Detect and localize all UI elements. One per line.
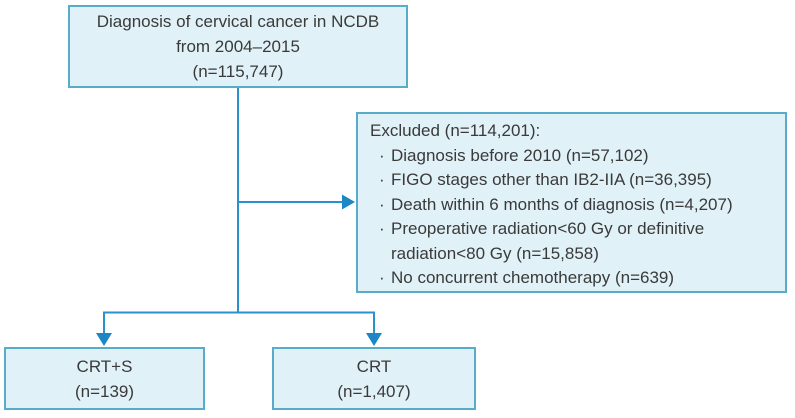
arrow-down-icon [366, 333, 382, 346]
excluded-item-text: Diagnosis before 2010 (n=57,102) [391, 145, 649, 165]
excluded-item: · Diagnosis before 2010 (n=57,102) [370, 144, 775, 169]
crt-box: CRT (n=1,407) [272, 347, 476, 410]
excluded-item: · No concurrent chemotherapy (n=639) [370, 266, 775, 291]
bullet-icon: · [379, 194, 385, 214]
bullet-icon: · [379, 219, 385, 238]
arrow-right-icon [342, 194, 355, 210]
arrow-down-icon [96, 333, 112, 346]
excluded-box: Excluded (n=114,201): · Diagnosis before… [356, 112, 787, 293]
bullet-icon: · [379, 145, 385, 165]
diagnosis-box-count: (n=115,747) [192, 62, 284, 81]
excluded-item-text: Death within 6 months of diagnosis (n=4,… [391, 194, 733, 214]
crt-box-label: CRT [356, 356, 392, 376]
excluded-list: · Diagnosis before 2010 (n=57,102) · FIG… [370, 144, 775, 291]
bullet-icon: · [379, 268, 385, 287]
excluded-item-text: No concurrent chemotherapy (n=639) [391, 268, 675, 287]
bullet-icon: · [379, 170, 385, 189]
excluded-item: · Death within 6 months of diagnosis (n=… [370, 193, 775, 218]
excluded-item-text: Preoperative radiation<60 Gy or definiti… [391, 219, 705, 263]
excluded-title: Excluded (n=114,201): [370, 121, 541, 140]
diagnosis-box: Diagnosis of cervical cancer in NCDB fro… [68, 5, 408, 88]
diagnosis-box-line1: Diagnosis of cervical cancer in NCDB [96, 12, 380, 31]
excluded-item: · FIGO stages other than IB2-IIA (n=36,3… [370, 168, 775, 193]
excluded-item: · Preoperative radiation<60 Gy or defini… [370, 217, 775, 266]
excluded-item-text: FIGO stages other than IB2-IIA (n=36,395… [391, 170, 712, 189]
crts-box-count: (n=139) [74, 381, 135, 401]
crts-box-label: CRT+S [76, 356, 133, 376]
crts-box: CRT+S (n=139) [4, 347, 205, 410]
crt-box-count: (n=1,407) [337, 381, 411, 401]
diagnosis-box-line2: from 2004–2015 [176, 37, 300, 56]
